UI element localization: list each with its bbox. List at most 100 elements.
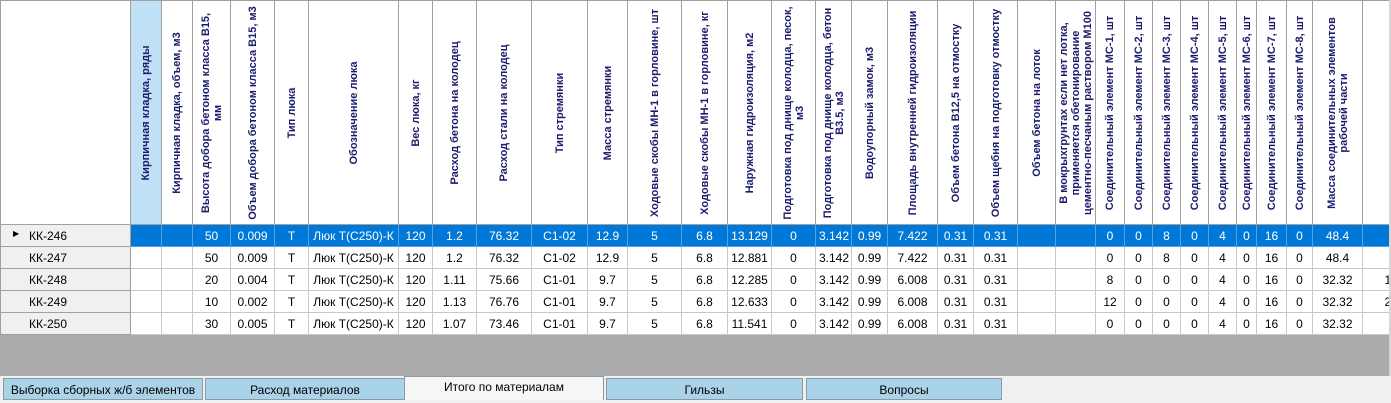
table-cell[interactable]: С1-02 xyxy=(531,224,588,247)
table-cell[interactable]: 0.004 xyxy=(230,268,275,291)
table-cell[interactable]: 5 xyxy=(627,246,682,269)
table-cell[interactable]: 0.002 xyxy=(230,290,275,313)
column-header[interactable]: Соединительный элемент МС-7, шт xyxy=(1256,0,1287,225)
table-cell[interactable] xyxy=(1017,224,1056,247)
table-cell[interactable]: 75.66 xyxy=(476,268,532,291)
table-cell[interactable]: 3.142 xyxy=(815,268,852,291)
table-cell[interactable]: 0 xyxy=(771,290,816,313)
table-cell[interactable]: 120 xyxy=(398,268,433,291)
table-cell[interactable]: 0 xyxy=(1286,312,1313,335)
table-cell[interactable]: 0 xyxy=(1152,268,1181,291)
table-cell[interactable]: 48.4 xyxy=(1312,224,1363,247)
table-cell[interactable]: 76.32 xyxy=(476,224,532,247)
row-header[interactable]: КК-250 xyxy=(0,312,131,335)
table-cell[interactable]: 0 xyxy=(1124,246,1153,269)
table-cell[interactable]: 0.31 xyxy=(937,312,974,335)
table-row[interactable]: КК-250 30 0.005 Т Люк Т(С250)-К 120 1.07 73.46 С… xyxy=(0,312,1391,335)
table-cell[interactable]: 9.7 xyxy=(587,268,628,291)
table-cell[interactable] xyxy=(1055,312,1096,335)
table-cell[interactable]: 13.129 xyxy=(727,224,772,247)
table-cell[interactable]: 0.009 xyxy=(230,224,275,247)
column-header[interactable]: Тип люка xyxy=(274,0,309,225)
column-header[interactable]: Обозначение люка xyxy=(308,0,399,225)
table-cell[interactable]: 73.46 xyxy=(476,312,532,335)
table-cell[interactable]: 0 xyxy=(771,246,816,269)
column-header[interactable]: Объем бетона B12,5 на отмостку xyxy=(937,0,974,225)
table-cell[interactable] xyxy=(1017,290,1056,313)
column-header[interactable]: Кирпичная кладка, ряды xyxy=(130,0,162,225)
table-cell[interactable]: 8 xyxy=(1152,246,1181,269)
row-header[interactable]: КК-249 xyxy=(0,290,131,313)
table-cell[interactable]: 0.31 xyxy=(937,290,974,313)
table-cell[interactable] xyxy=(1055,290,1096,313)
table-cell[interactable]: 16 xyxy=(1256,246,1287,269)
table-cell[interactable]: 0.99 xyxy=(851,246,888,269)
table-cell[interactable]: 50 xyxy=(192,224,231,247)
column-header[interactable]: Соединительный элемент МС-8, шт xyxy=(1286,0,1313,225)
table-cell[interactable]: 0 xyxy=(1236,224,1257,247)
table-cell[interactable]: 0 xyxy=(1362,224,1391,247)
table-cell[interactable]: Т xyxy=(274,290,309,313)
table-cell[interactable]: 5 xyxy=(627,312,682,335)
column-header[interactable]: Площадь внутренней гидроизоляции xyxy=(887,0,938,225)
table-cell[interactable]: 0 xyxy=(1286,290,1313,313)
table-cell[interactable]: 0.009 xyxy=(230,246,275,269)
table-cell[interactable]: 9.7 xyxy=(587,312,628,335)
table-cell[interactable]: 0 xyxy=(1286,246,1313,269)
table-cell[interactable]: Люк Т(С250)-К xyxy=(308,290,399,313)
table-cell[interactable]: 0 xyxy=(1236,312,1257,335)
table-cell[interactable]: 0.31 xyxy=(973,312,1018,335)
table-cell[interactable]: 0.31 xyxy=(937,268,974,291)
table-cell[interactable]: 0 xyxy=(771,268,816,291)
table-cell[interactable] xyxy=(161,246,193,269)
tab-2[interactable]: Итого по материалам xyxy=(404,376,604,400)
table-cell[interactable]: 1.2 xyxy=(432,224,477,247)
column-header[interactable]: Соединительный элемент МС-6, шт xyxy=(1236,0,1257,225)
column-header[interactable]: Ходовые скобы МН-1 в горловине, кг xyxy=(681,0,728,225)
table-cell[interactable]: С1-02 xyxy=(531,246,588,269)
table-cell[interactable]: 5 xyxy=(627,224,682,247)
table-cell[interactable]: 32.32 xyxy=(1312,268,1363,291)
column-header[interactable]: В мокрыхгрунтах если нет лотка, применяе… xyxy=(1055,0,1096,225)
row-header[interactable]: КК-248 xyxy=(0,268,131,291)
table-cell[interactable]: 16 xyxy=(1256,268,1287,291)
table-cell[interactable]: 12 xyxy=(1095,290,1125,313)
table-cell[interactable] xyxy=(1055,224,1096,247)
table-cell[interactable]: 76.76 xyxy=(476,290,532,313)
table-cell[interactable]: 0 xyxy=(771,224,816,247)
table-cell[interactable]: 0 xyxy=(1124,312,1153,335)
table-cell[interactable] xyxy=(130,290,162,313)
table-cell[interactable] xyxy=(161,290,193,313)
table-row[interactable]: КК-247 50 0.009 Т Люк Т(С250)-К 120 1.2 76.32 С1… xyxy=(0,246,1391,269)
column-header[interactable]: Расход бетона на колодец xyxy=(432,0,477,225)
table-cell[interactable]: 120 xyxy=(398,312,433,335)
table-cell[interactable] xyxy=(161,268,193,291)
table-cell[interactable]: 6.8 xyxy=(681,312,728,335)
table-cell[interactable]: 120 xyxy=(398,246,433,269)
column-header[interactable]: Объем бетона на лоток xyxy=(1017,0,1056,225)
table-cell[interactable]: 16 xyxy=(1256,312,1287,335)
table-cell[interactable]: Т xyxy=(274,246,309,269)
table-cell[interactable]: 0 xyxy=(1124,268,1153,291)
table-cell[interactable]: 23.28 xyxy=(1362,290,1391,313)
table-cell[interactable]: 4 xyxy=(1208,268,1237,291)
table-cell[interactable] xyxy=(1055,268,1096,291)
column-header[interactable]: Высота добора бетоном класса B15, мм xyxy=(192,0,231,225)
table-row[interactable]: КК-248 20 0.004 Т Люк Т(С250)-К 120 1.11 75.66 С… xyxy=(0,268,1391,291)
column-header[interactable]: Ходовые скобы МН-1 в горловине, шт xyxy=(627,0,682,225)
column-header[interactable]: Кирпичная кладка, объем, м3 xyxy=(161,0,193,225)
table-cell[interactable]: Т xyxy=(274,268,309,291)
table-cell[interactable]: 0 xyxy=(771,312,816,335)
table-cell[interactable]: 120 xyxy=(398,224,433,247)
column-header[interactable]: Масса соединительных элементов рабочей ч… xyxy=(1312,0,1363,225)
column-header[interactable]: Соединительный элемент МС-3, шт xyxy=(1152,0,1181,225)
table-cell[interactable]: 0 xyxy=(1095,312,1125,335)
table-cell[interactable]: 7.422 xyxy=(887,224,938,247)
table-cell[interactable]: 3.142 xyxy=(815,224,852,247)
table-cell[interactable]: 1.11 xyxy=(432,268,477,291)
table-cell[interactable]: 0.31 xyxy=(973,246,1018,269)
table-cell[interactable]: 6.8 xyxy=(681,268,728,291)
table-cell[interactable]: 0 xyxy=(1362,246,1391,269)
table-cell[interactable]: 12.9 xyxy=(587,246,628,269)
table-cell[interactable]: Т xyxy=(274,224,309,247)
